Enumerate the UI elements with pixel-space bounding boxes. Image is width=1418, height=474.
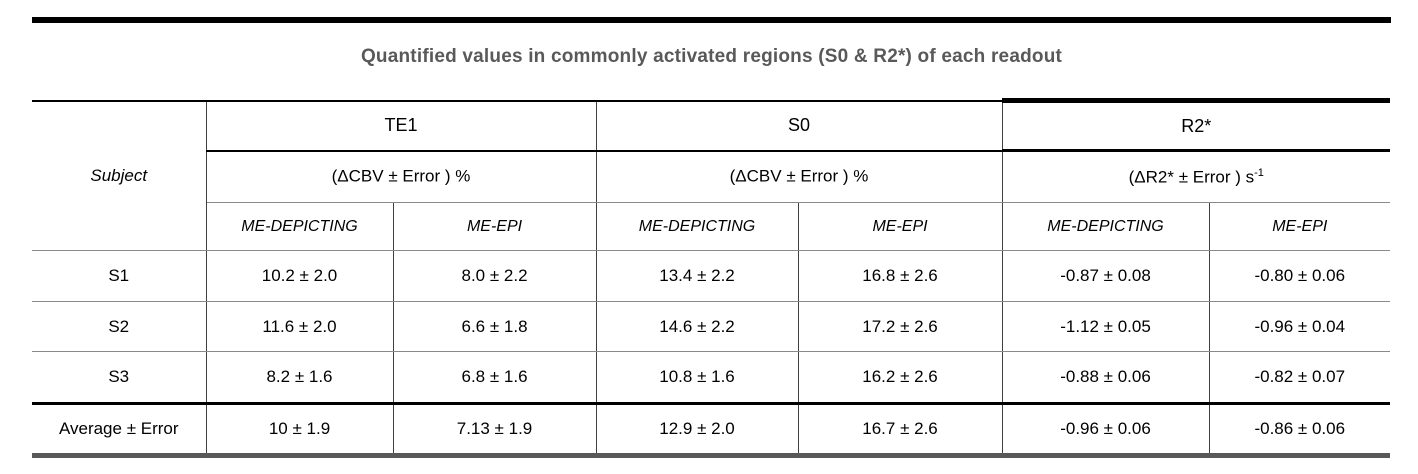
value-cell: 11.6 ± 2.0 — [206, 301, 394, 352]
unit-header-s0: (ΔCBV ± Error ) % — [596, 150, 1003, 203]
value-cell: -0.88 ± 0.06 — [1002, 351, 1210, 405]
column-group-s0: S0 — [596, 99, 1003, 152]
value-cell: -0.87 ± 0.08 — [1002, 250, 1210, 302]
value-cell: 14.6 ± 2.2 — [596, 301, 799, 352]
value-cell: 16.8 ± 2.6 — [798, 250, 1003, 302]
value-cell: -0.80 ± 0.06 — [1209, 250, 1391, 302]
table-row-average: Average ± Error 10 ± 1.9 7.13 ± 1.9 12.9… — [32, 403, 1391, 458]
method-header-s0-me-epi: ME-EPI — [798, 202, 1003, 251]
unit-header-te1: (ΔCBV ± Error ) % — [206, 150, 597, 203]
column-group-r2star: R2* — [1002, 98, 1391, 152]
column-header-subject: Subject — [32, 99, 207, 251]
unit-superscript: -1 — [1254, 166, 1264, 179]
row-label: S3 — [32, 351, 207, 405]
header-row-groups: Subject TE1 S0 R2* — [32, 98, 1391, 251]
header-row-units: (ΔCBV ± Error ) % (ΔCBV ± Error ) % (ΔR2… — [32, 150, 1391, 203]
header-row-methods: ME-DEPICTING ME-EPI ME-DEPICTING ME-EPI … — [32, 202, 1391, 251]
row-label: S1 — [32, 250, 207, 302]
unit-text: (ΔCBV ± Error ) % — [331, 167, 471, 187]
average-value-cell: 7.13 ± 1.9 — [393, 403, 597, 458]
table-row-s3: S3 8.2 ± 1.6 6.8 ± 1.6 10.8 ± 1.6 16.2 ±… — [32, 351, 1391, 405]
value-cell: -0.96 ± 0.04 — [1209, 301, 1391, 352]
column-group-te1: TE1 — [206, 99, 597, 152]
value-cell: 8.0 ± 2.2 — [393, 250, 597, 302]
unit-header-r2star: (ΔR2* ± Error ) s-1 — [1002, 150, 1391, 203]
method-header-te1-me-epi: ME-EPI — [393, 202, 597, 251]
value-cell: 6.8 ± 1.6 — [393, 351, 597, 405]
table-row-s1: S1 10.2 ± 2.0 8.0 ± 2.2 13.4 ± 2.2 16.8 … — [32, 250, 1391, 302]
method-header-r2star-me-depicting: ME-DEPICTING — [1002, 202, 1210, 251]
quantified-values-table: Subject TE1 S0 R2* (ΔCBV ± Error ) % (ΔC… — [32, 98, 1391, 458]
method-header-te1-me-depicting: ME-DEPICTING — [206, 202, 394, 251]
value-cell: 10.8 ± 1.6 — [596, 351, 799, 405]
method-header-s0-me-depicting: ME-DEPICTING — [596, 202, 799, 251]
table-row-s2: S2 11.6 ± 2.0 6.6 ± 1.8 14.6 ± 2.2 17.2 … — [32, 301, 1391, 352]
average-value-cell: 10 ± 1.9 — [206, 403, 394, 458]
value-cell: 6.6 ± 1.8 — [393, 301, 597, 352]
average-value-cell: 12.9 ± 2.0 — [596, 403, 799, 458]
page-title: Quantified values in commonly activated … — [360, 46, 1063, 67]
value-cell: 10.2 ± 2.0 — [206, 250, 394, 302]
row-label: S2 — [32, 301, 207, 352]
average-value-cell: -0.96 ± 0.06 — [1002, 403, 1210, 458]
average-value-cell: 16.7 ± 2.6 — [798, 403, 1003, 458]
method-header-r2star-me-epi: ME-EPI — [1209, 202, 1391, 251]
unit-text: (ΔR2* ± Error ) s — [1128, 167, 1255, 187]
unit-text: (ΔCBV ± Error ) % — [729, 167, 869, 187]
value-cell: 17.2 ± 2.6 — [798, 301, 1003, 352]
average-value-cell: -0.86 ± 0.06 — [1209, 403, 1391, 458]
row-label-average: Average ± Error — [32, 403, 207, 458]
value-cell: 16.2 ± 2.6 — [798, 351, 1003, 405]
value-cell: 13.4 ± 2.2 — [596, 250, 799, 302]
value-cell: -0.82 ± 0.07 — [1209, 351, 1391, 405]
value-cell: 8.2 ± 1.6 — [206, 351, 394, 405]
top-divider — [32, 17, 1391, 23]
value-cell: -1.12 ± 0.05 — [1002, 301, 1210, 352]
